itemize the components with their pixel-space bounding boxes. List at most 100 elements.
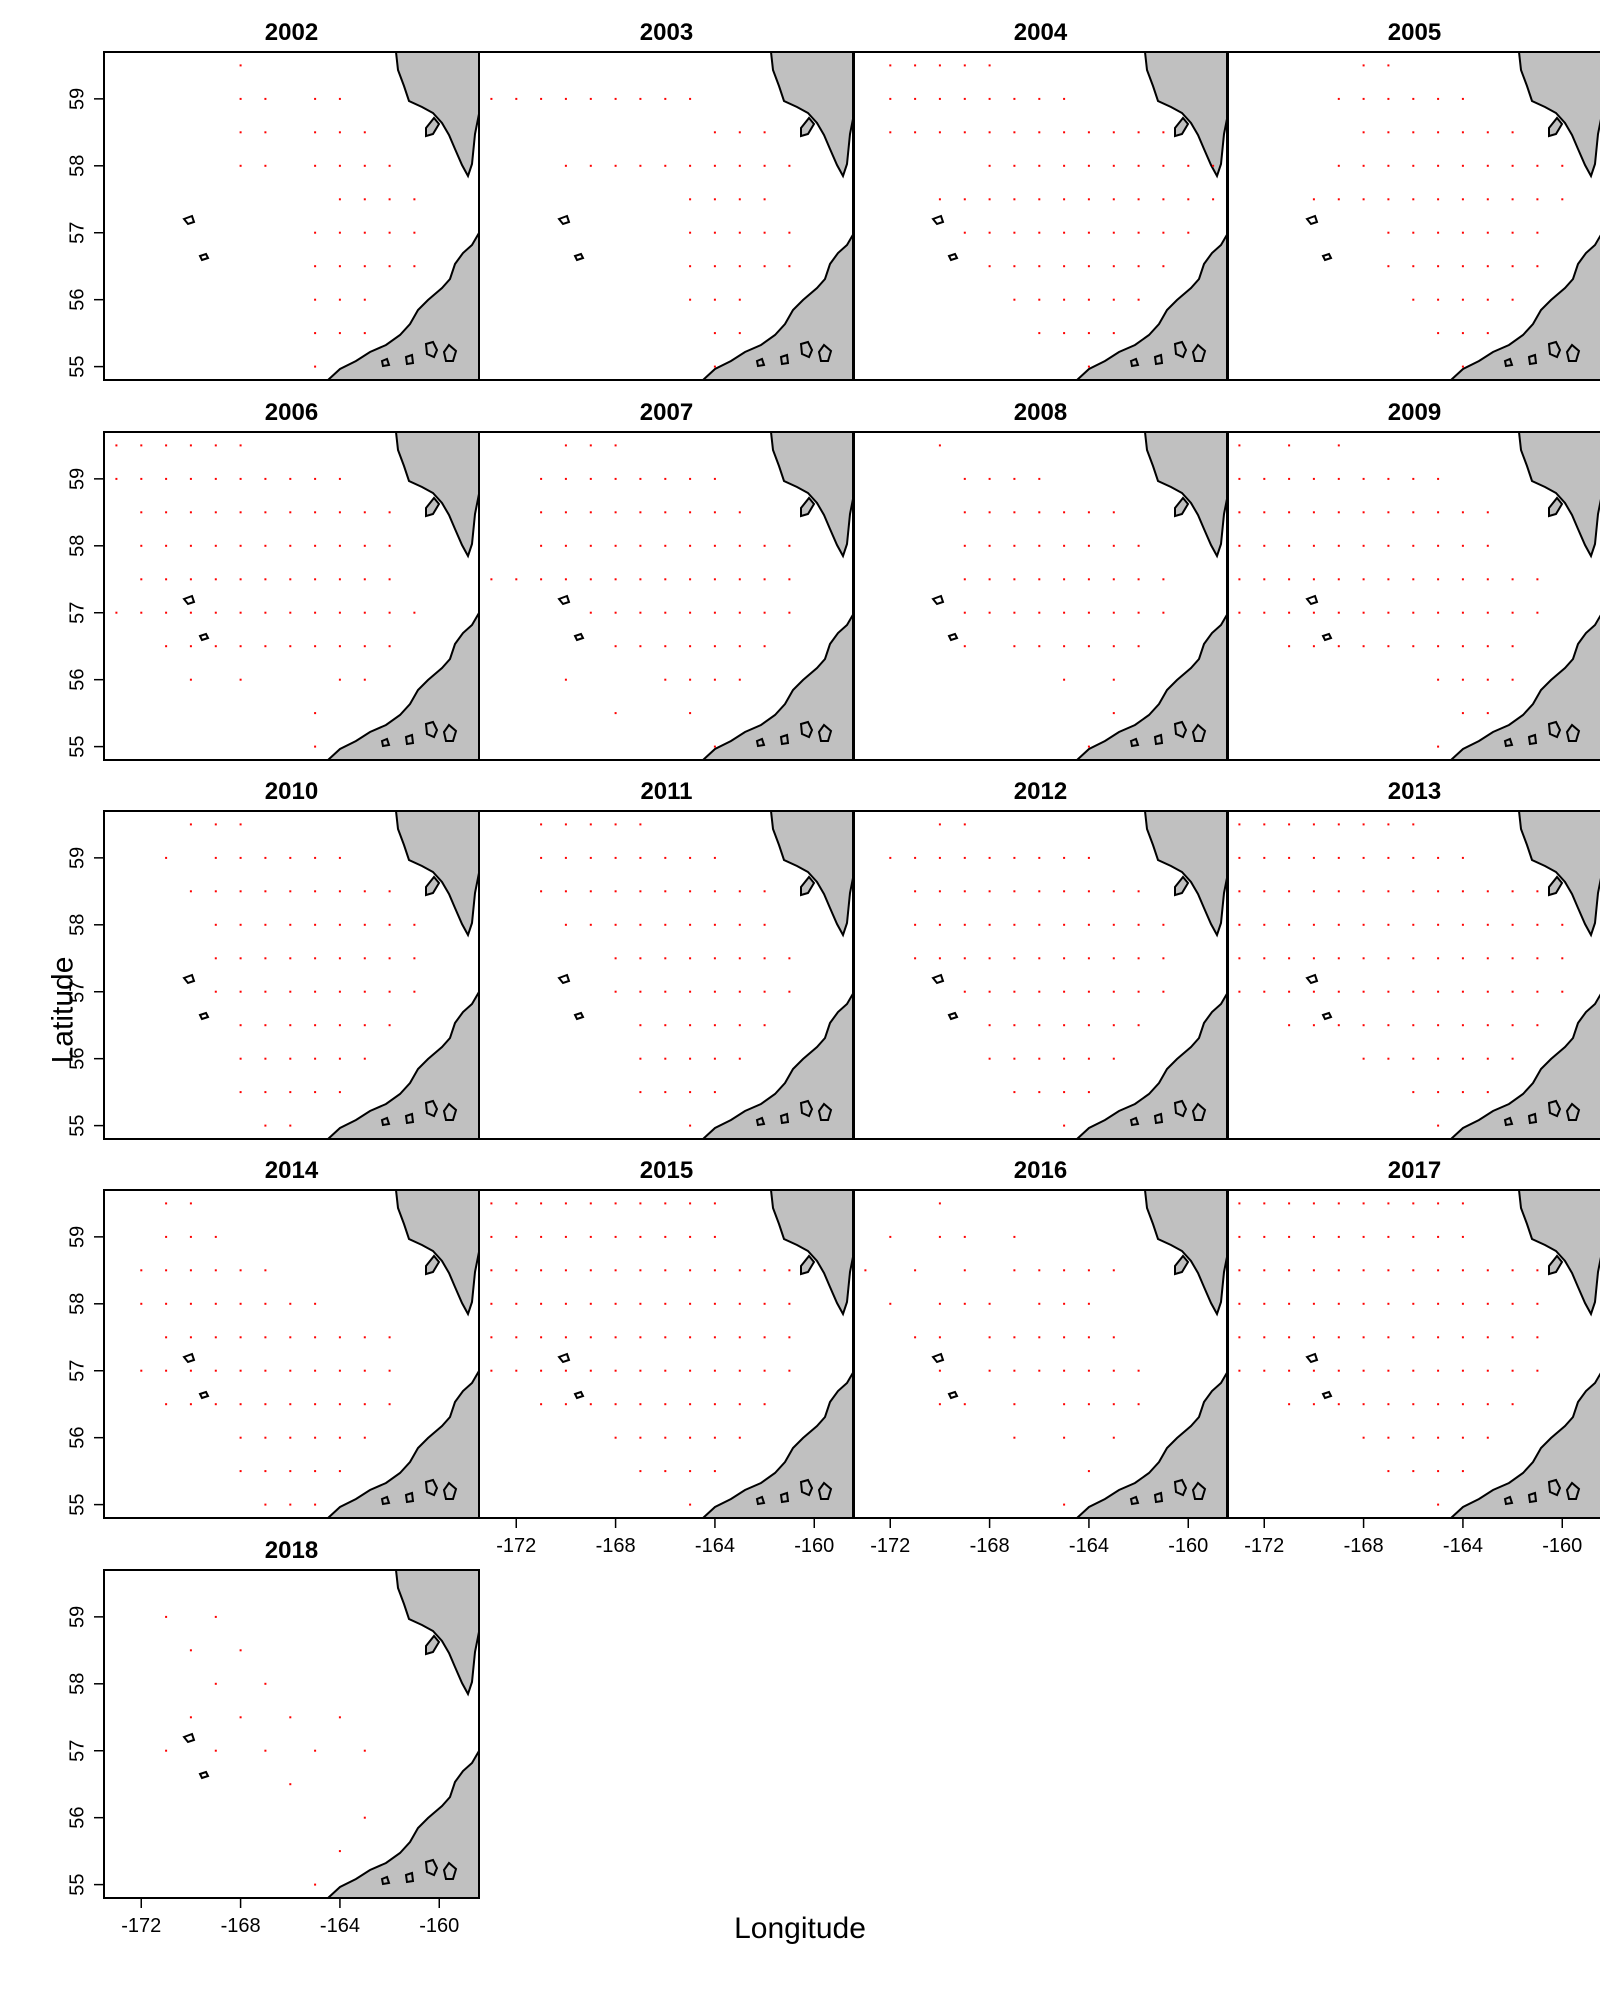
station-point [713, 856, 716, 859]
station-point [264, 131, 267, 134]
station-point [264, 477, 267, 480]
station-point [314, 477, 317, 480]
station-point [1486, 1336, 1489, 1339]
station-point [1087, 745, 1090, 748]
station-point [914, 923, 917, 926]
station-point [963, 923, 966, 926]
station-point [1288, 1403, 1291, 1406]
station-point [165, 1302, 168, 1305]
station-point [713, 990, 716, 993]
station-point [363, 131, 366, 134]
station-point [1063, 923, 1066, 926]
station-point [1312, 1024, 1315, 1027]
station-point [914, 890, 917, 893]
station-point [1362, 1336, 1365, 1339]
station-point [1263, 823, 1266, 826]
station-point [763, 1336, 766, 1339]
station-point [1137, 265, 1140, 268]
station-point [564, 1403, 567, 1406]
station-point [1536, 923, 1539, 926]
station-point [713, 1470, 716, 1473]
station-point [1511, 231, 1514, 234]
station-point [988, 1336, 991, 1339]
land-polygons [932, 810, 1229, 1140]
station-point [1063, 97, 1066, 100]
facet-grid: 2002 55 56 57 58 59 2003 2004 2005 2006 55 56 57 58 59… [66, 19, 1600, 1937]
station-point [1013, 611, 1016, 614]
panel-title: 2004 [1014, 19, 1068, 46]
station-point [963, 231, 966, 234]
station-point [1263, 923, 1266, 926]
station-point [338, 298, 341, 301]
station-point [614, 1202, 617, 1205]
station-point [1387, 511, 1390, 514]
station-point [614, 578, 617, 581]
station-point [1137, 890, 1140, 893]
station-point [589, 823, 592, 826]
station-point [490, 578, 493, 581]
station-point [338, 645, 341, 648]
station-point [963, 957, 966, 960]
station-point [639, 923, 642, 926]
station-point [165, 856, 168, 859]
panel-2014: 2014 55 56 57 58 59 [66, 1157, 480, 1519]
station-point [1536, 957, 1539, 960]
station-point [1013, 198, 1016, 201]
station-point [189, 1369, 192, 1372]
station-point [165, 1615, 168, 1618]
station-point [1337, 511, 1340, 514]
x-tick-label: -172 [870, 1535, 910, 1557]
y-tick-label: 55 [66, 735, 88, 757]
station-point [938, 856, 941, 859]
station-point [165, 578, 168, 581]
station-point [1387, 856, 1390, 859]
station-point [589, 1269, 592, 1272]
panel-frame [1226, 810, 1600, 1140]
station-point [713, 1024, 716, 1027]
station-point [239, 97, 242, 100]
station-point [1387, 1436, 1390, 1439]
station-point [1511, 923, 1514, 926]
y-tick-label: 56 [66, 289, 88, 311]
station-point [988, 131, 991, 134]
station-point [1461, 957, 1464, 960]
y-axis-label-container: Latitude [28, 957, 98, 1064]
station-point [1461, 544, 1464, 547]
station-point [938, 131, 941, 134]
station-point [1461, 332, 1464, 335]
station-point [314, 1749, 317, 1752]
station-point [738, 511, 741, 514]
station-point [738, 678, 741, 681]
station-point [763, 923, 766, 926]
station-point [1038, 645, 1041, 648]
panel-2018: 2018 55 56 57 58 59 -172 -168 -164 -160 [66, 1537, 480, 1937]
station-point [413, 611, 416, 614]
station-point [1362, 1436, 1365, 1439]
station-point [713, 1436, 716, 1439]
station-point [1087, 990, 1090, 993]
station-point [239, 1057, 242, 1060]
station-point [540, 856, 543, 859]
station-point [338, 511, 341, 514]
station-point [1362, 97, 1365, 100]
station-point [1362, 198, 1365, 201]
station-point [1063, 265, 1066, 268]
station-point [1312, 957, 1315, 960]
station-point [713, 198, 716, 201]
station-point [564, 164, 567, 167]
station-point [338, 1403, 341, 1406]
station-point [1137, 611, 1140, 614]
station-point [713, 611, 716, 614]
station-point [1013, 1403, 1016, 1406]
station-point [314, 611, 317, 614]
station-point [1511, 611, 1514, 614]
station-point [664, 1470, 667, 1473]
station-point [363, 645, 366, 648]
station-point [1013, 511, 1016, 514]
station-point [988, 1057, 991, 1060]
station-point [540, 578, 543, 581]
station-point [515, 1369, 518, 1372]
station-point [988, 1369, 991, 1372]
station-point [614, 645, 617, 648]
station-point [1437, 1336, 1440, 1339]
